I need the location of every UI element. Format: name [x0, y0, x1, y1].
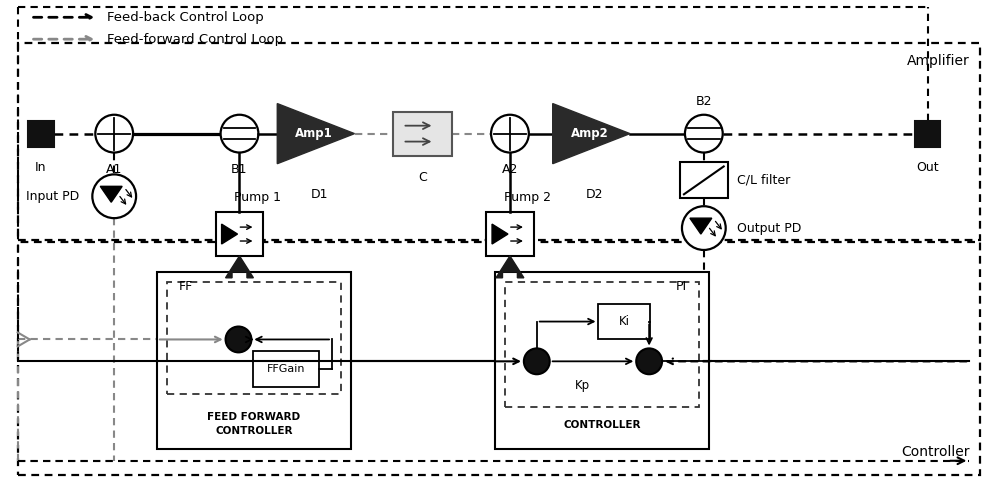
Text: CONTROLLER: CONTROLLER [215, 426, 293, 436]
Text: Feed-back Control Loop: Feed-back Control Loop [107, 11, 264, 24]
Text: B1: B1 [231, 163, 248, 177]
Text: B2: B2 [696, 95, 712, 108]
Text: D2: D2 [586, 188, 603, 202]
Text: Amp1: Amp1 [295, 127, 333, 140]
Bar [216, 212, 263, 256]
Text: Feed-forward Control Loop: Feed-forward Control Loop [107, 33, 283, 46]
Polygon shape [277, 103, 355, 163]
Bar [157, 272, 351, 449]
Circle shape [95, 115, 133, 153]
Circle shape [221, 115, 258, 153]
Polygon shape [100, 186, 122, 202]
Bar [680, 163, 728, 198]
Text: FF: FF [179, 280, 193, 293]
Bar [486, 212, 534, 256]
Polygon shape [222, 224, 238, 244]
Text: C/L filter: C/L filter [737, 174, 790, 187]
Circle shape [491, 115, 529, 153]
Text: FFGain: FFGain [267, 364, 305, 374]
Text: Kp: Kp [575, 379, 590, 392]
Circle shape [524, 348, 550, 374]
Text: A1: A1 [106, 163, 122, 177]
Polygon shape [496, 256, 524, 278]
Circle shape [682, 206, 726, 250]
Text: A2: A2 [502, 163, 518, 177]
Text: PI: PI [676, 280, 687, 293]
Circle shape [685, 115, 723, 153]
Text: Pump 1: Pump 1 [234, 191, 281, 204]
Text: Out: Out [916, 162, 939, 175]
Bar [598, 304, 650, 340]
Text: Input PD: Input PD [26, 190, 79, 203]
Polygon shape [226, 256, 253, 278]
Text: CONTROLLER: CONTROLLER [563, 420, 641, 430]
Bar [28, 121, 54, 146]
Circle shape [226, 326, 251, 352]
Text: Amp2: Amp2 [571, 127, 608, 140]
Circle shape [636, 348, 662, 374]
Text: Output PD: Output PD [737, 222, 801, 235]
Text: Ki: Ki [619, 315, 630, 328]
Polygon shape [553, 103, 630, 163]
Bar [253, 351, 319, 387]
Bar [495, 272, 709, 449]
Text: Pump 2: Pump 2 [504, 191, 551, 204]
Text: FEED FORWARD: FEED FORWARD [207, 412, 300, 422]
Bar [915, 121, 940, 146]
Bar [393, 112, 452, 156]
Text: Amplifier: Amplifier [907, 54, 969, 68]
Polygon shape [492, 224, 508, 244]
Polygon shape [690, 218, 712, 234]
Text: In: In [35, 162, 46, 175]
Circle shape [92, 174, 136, 218]
Text: Controller: Controller [901, 445, 969, 459]
Text: C: C [418, 171, 427, 184]
Text: D1: D1 [310, 188, 328, 202]
